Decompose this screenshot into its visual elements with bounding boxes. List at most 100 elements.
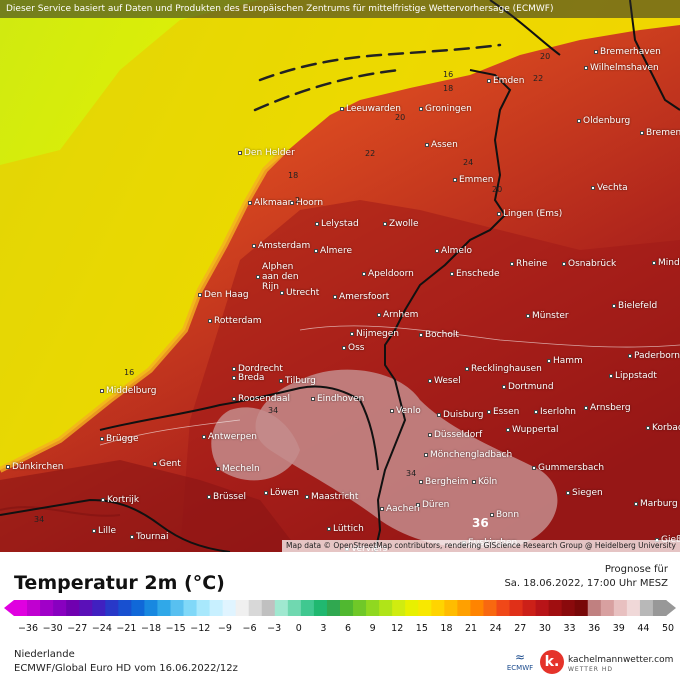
city-marker-icon [362, 272, 366, 276]
map-credit: Map data © OpenStreetMap contributors, r… [282, 540, 680, 552]
city-label: Den Helder [238, 148, 295, 158]
scale-swatch [470, 600, 484, 616]
city-name: Recklinghausen [471, 364, 542, 374]
city-name: Köln [478, 477, 498, 487]
city-marker-icon [248, 201, 252, 205]
scale-left-arrow [4, 600, 14, 616]
city-label: Osnabrück [562, 259, 616, 269]
scale-tick-label: 24 [489, 623, 502, 634]
weser-estuary [629, 0, 680, 111]
city-label: Groningen [419, 104, 472, 114]
city-label: Zwolle [383, 219, 419, 229]
city-marker-icon [490, 513, 494, 517]
city-label: Bergheim [419, 477, 468, 487]
city-marker-icon [435, 249, 439, 253]
city-marker-icon [526, 314, 530, 318]
city-label: Nijmegen [350, 329, 399, 339]
city-name: Groningen [425, 104, 472, 114]
isotherm-value: 34 [34, 515, 45, 524]
ecmwf-swirl-icon: ≈ [514, 650, 526, 664]
city-label: Düren [416, 500, 449, 510]
city-marker-icon [416, 503, 420, 507]
city-marker-icon [238, 151, 242, 155]
map-canvas [0, 0, 680, 552]
scale-tick-label: 36 [588, 623, 601, 634]
city-label: Marburg [634, 499, 678, 509]
city-label: Amersfoort [333, 292, 389, 302]
city-label: Mönchengladbach [424, 450, 512, 460]
city-marker-icon [566, 491, 570, 495]
city-marker-icon [419, 480, 423, 484]
city-name: Apeldoorn [368, 269, 414, 279]
scale-swatch [287, 600, 302, 616]
city-name: Breda [238, 373, 265, 383]
scale-tick-label: 6 [344, 623, 352, 634]
isotherm-value: 18 [443, 84, 454, 93]
city-marker-icon [612, 304, 616, 308]
scale-swatch [235, 600, 250, 616]
city-marker-icon [425, 143, 429, 147]
city-label: Arnhem [377, 310, 418, 320]
city-name: Dortmund [508, 382, 554, 392]
city-name: Tilburg [285, 376, 316, 386]
city-marker-icon [101, 498, 105, 502]
scale-swatch [209, 600, 224, 616]
scale-swatch [626, 600, 641, 616]
city-name: Dordrecht [238, 364, 283, 374]
city-label: Alkmaar [248, 198, 291, 208]
city-label: Antwerpen [202, 432, 257, 442]
city-label: Bielefeld [612, 301, 657, 311]
city-marker-icon [305, 495, 309, 499]
city-label: Arnsberg [584, 403, 631, 413]
city-marker-icon [419, 107, 423, 111]
city-name: Den Haag [204, 290, 249, 300]
scale-tick-label: 21 [465, 623, 478, 634]
model-run: ECMWF/Global Euro HD vom 16.06.2022/12z [14, 663, 238, 674]
isotherm-value: 16 [443, 70, 454, 79]
city-marker-icon [100, 389, 104, 393]
city-name: Bremerhaven [600, 47, 661, 57]
isotherm-value: 2 [295, 196, 301, 205]
city-label: Paderborn [628, 351, 680, 361]
city-marker-icon [450, 272, 454, 276]
scale-tick-label: 44 [637, 623, 650, 634]
city-name: Duisburg [443, 410, 484, 420]
city-label: Lingen (Ems) [497, 209, 562, 219]
city-label: Tournai [130, 532, 168, 542]
isotherm-value: 22 [533, 74, 544, 83]
city-marker-icon [327, 527, 331, 531]
isotherm-value: 24 [463, 158, 474, 167]
city-name: Düsseldorf [434, 430, 483, 440]
city-name: Wuppertal [512, 425, 559, 435]
isotherm-value: 18 [288, 171, 299, 180]
scale-swatch [379, 600, 393, 616]
city-marker-icon [207, 495, 211, 499]
scale-swatch [118, 600, 132, 616]
city-label: Utrecht [280, 288, 319, 298]
hot-zone-belgium [211, 407, 300, 481]
scale-swatch [157, 600, 171, 616]
city-marker-icon [232, 376, 236, 380]
city-label: Brüssel [207, 492, 246, 502]
forecast-time: Sa. 18.06.2022, 17:00 Uhr MESZ [504, 578, 668, 589]
city-label: Eindhoven [311, 394, 364, 404]
city-marker-icon [437, 413, 441, 417]
city-marker-icon [419, 333, 423, 337]
city-name: Emmen [459, 175, 494, 185]
city-label: Siegen [566, 488, 603, 498]
city-marker-icon [202, 435, 206, 439]
scale-tick-label: −3 [267, 623, 282, 634]
scale-swatch [639, 600, 654, 616]
scale-tick-label: 27 [514, 623, 527, 634]
scale-swatch [652, 600, 667, 616]
city-label: Dortmund [502, 382, 554, 392]
city-label: Korbach [646, 423, 680, 433]
city-label: Wuppertal [506, 425, 559, 435]
city-marker-icon [577, 119, 581, 123]
scale-swatch [405, 600, 419, 616]
city-name: Den Helder [244, 148, 295, 158]
city-marker-icon [342, 346, 346, 350]
south-dark-zone [0, 460, 300, 552]
scale-swatch [418, 600, 432, 616]
scale-swatch [261, 600, 276, 616]
